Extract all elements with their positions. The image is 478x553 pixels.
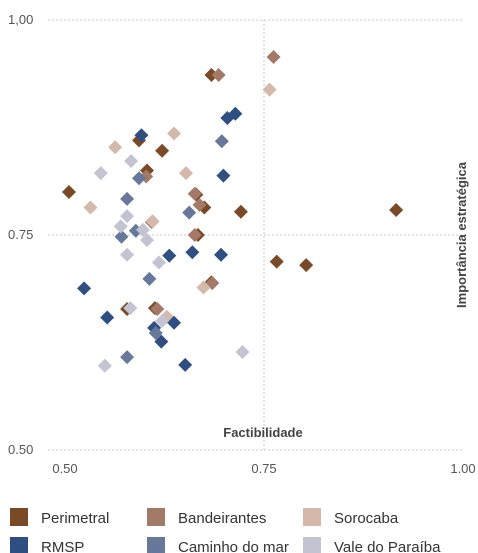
data-point [162,248,177,263]
data-point [108,140,123,155]
data-point [262,82,277,97]
legend-label: Bandeirantes [178,510,266,527]
legend-swatch [147,508,165,526]
points-layer [61,49,404,373]
legend-swatch [303,508,321,526]
x-axis-title: Factibilidade [223,425,302,440]
y-tick-label: 1,00 [8,12,33,27]
data-point [187,228,202,242]
data-point [134,128,149,143]
data-point [211,68,226,83]
data-point [139,233,154,248]
y-tick-label: 0.75 [8,227,33,242]
data-point [120,209,135,224]
legend-swatch [10,508,28,526]
legend: Perimetral Bandeirantes Sorocaba RMSP Caminh… [10,508,441,553]
data-point [145,214,160,229]
ticks-layer: 0.50 0.75 1.00 0.50 0.75 1,00 [8,12,476,476]
data-point [142,271,157,286]
legend-swatch [10,537,28,553]
data-point [178,166,193,181]
data-point [214,134,229,149]
data-point [167,126,182,141]
data-point [167,315,182,330]
data-point [83,200,98,215]
data-point [389,203,404,218]
data-point [182,205,197,220]
legend-label: Perimetral [41,510,109,527]
legend-label: Vale do Paraíba [334,539,441,553]
data-point [120,191,135,206]
data-point [178,357,193,372]
data-point [114,229,129,244]
legend-label: RMSP [41,539,84,553]
data-point [148,326,163,341]
data-point [196,280,211,295]
data-point [154,334,169,349]
data-point [150,301,165,316]
y-tick-label: 0.50 [8,442,33,457]
data-point [61,185,76,199]
data-point [120,350,135,365]
data-point [187,186,202,201]
data-point [185,245,200,260]
data-point [151,255,166,270]
data-point [269,254,284,269]
data-point [155,143,170,158]
legend-swatch [303,537,321,553]
data-point [120,247,135,262]
x-tick-label: 0.50 [52,461,77,476]
data-point [204,68,219,83]
data-point [228,106,243,121]
data-point [192,197,207,212]
data-point [93,166,108,181]
data-point [97,358,112,373]
grid-layer [48,19,463,451]
legend-label: Caminho do mar [178,539,289,553]
data-point [136,222,151,237]
data-point [235,344,250,359]
data-point [155,314,170,328]
data-point [123,301,138,316]
data-point [216,168,231,183]
x-tick-label: 1.00 [450,461,475,476]
data-point [214,247,229,262]
y-axis-title: Importância estratégica [454,161,469,308]
data-point [266,49,281,64]
data-point [113,219,128,234]
x-tick-label: 0.75 [251,461,276,476]
data-point [124,154,139,169]
data-point [100,310,115,325]
data-point [299,258,314,273]
data-point [77,281,92,296]
legend-swatch [147,537,165,553]
legend-label: Sorocaba [334,510,399,527]
data-point [233,204,248,219]
data-point [132,171,147,186]
